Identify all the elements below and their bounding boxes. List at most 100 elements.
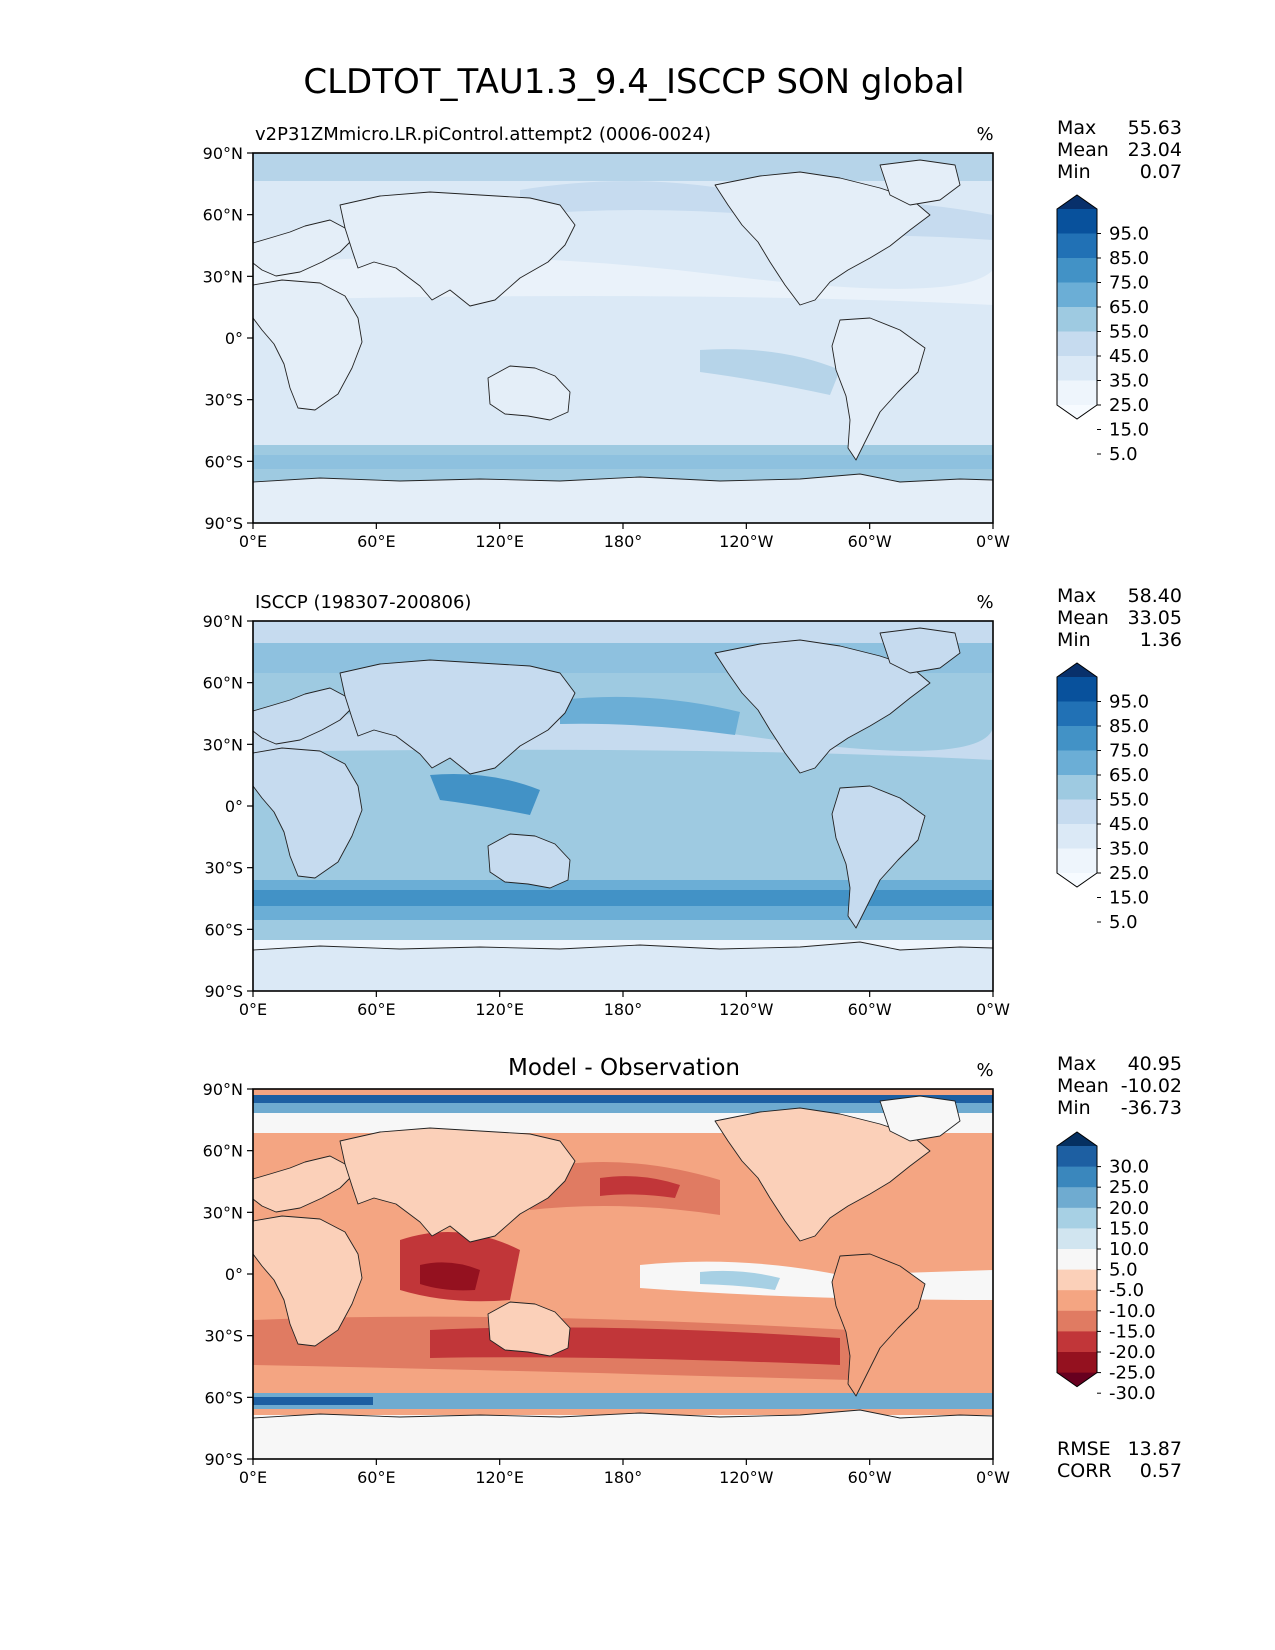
colorbar-segment — [1057, 848, 1097, 874]
colorbar-tick-label: -25.0 — [1109, 1363, 1156, 1384]
colorbar-segment — [1057, 331, 1097, 357]
colorbar-segment — [1057, 1290, 1097, 1312]
lon-tick-label: 0°W — [976, 1468, 1010, 1487]
warm-pool-high-cloud — [430, 774, 540, 815]
lat-tick-label: 30°N — [203, 735, 243, 754]
lon-tick-label: 120°E — [475, 1000, 524, 1019]
colorbar-segment — [1057, 282, 1097, 308]
lon-tick-label: 60°W — [848, 532, 892, 551]
colorbar-tick-label: 85.0 — [1109, 716, 1149, 737]
lat-tick-label: 30°S — [204, 1327, 243, 1346]
colorbar-tick-label: 25.0 — [1109, 1177, 1149, 1198]
coastline-south-america — [831, 317, 926, 461]
panel-subtitle: ISCCP (198307-200806) — [255, 592, 471, 613]
coastline-north-america — [714, 1107, 931, 1242]
colorbar-tick-label: 95.0 — [1109, 692, 1149, 713]
colorbar-extend-max — [1057, 195, 1097, 209]
arctic-band — [253, 621, 993, 643]
arctic-band — [253, 153, 993, 181]
coastline-greenland — [879, 627, 961, 674]
coastline-south-america — [831, 785, 926, 929]
map-axes: 0°E 60°E 120°E 180° 120°W 60°W 0°W 90°N 60°N 30°N… — [203, 144, 1011, 551]
colorbar-tick-label: -30.0 — [1109, 1383, 1156, 1404]
coastline-asia — [339, 659, 576, 775]
lat-tick-label: 30°N — [203, 1203, 243, 1222]
southern-ocean-core — [253, 890, 993, 906]
stat-min-label: Min — [1057, 1097, 1091, 1119]
colorbar-segment — [1057, 775, 1097, 800]
stat-max-label: Max — [1057, 585, 1096, 607]
stat-mean-label: Mean — [1057, 607, 1109, 629]
coastline-australia — [487, 365, 571, 421]
colorbar-segment — [1057, 233, 1097, 259]
panel-model: v2P31ZMmicro.LR.piControl.attempt2 (0006… — [252, 117, 1182, 524]
colorbar-tick-label: 45.0 — [1109, 346, 1149, 367]
colorbar-segment — [1057, 1146, 1097, 1168]
stat-min-label: Min — [1057, 161, 1091, 183]
colorbar-tick-label: 10.0 — [1109, 1239, 1149, 1260]
units-label: % — [976, 1060, 993, 1081]
coastline-australia — [487, 833, 571, 889]
stat-max-value: 55.63 — [1128, 117, 1182, 139]
map-axes: 0°E 60°E 120°E 180° 120°W 60°W 0°W 90°N 60°N 30°N… — [203, 1080, 1011, 1487]
lon-tick-label: 120°W — [719, 1000, 774, 1019]
colorbar-segment — [1057, 750, 1097, 776]
colorbar-segment — [1057, 1331, 1097, 1353]
colorbar-tick-label: 55.0 — [1109, 790, 1149, 811]
coastline-asia — [339, 1127, 576, 1243]
panel-title: Model - Observation — [508, 1055, 740, 1081]
colorbar-tick-label: -20.0 — [1109, 1342, 1156, 1363]
colorbar-extend-min — [1057, 405, 1097, 419]
coastline-antarctica — [253, 1409, 993, 1459]
east-pacific-stratocumulus — [700, 349, 840, 395]
rmse-label: RMSE — [1057, 1438, 1111, 1460]
colorbar-tick-label: 15.0 — [1109, 1218, 1149, 1239]
colorbar-segment — [1057, 380, 1097, 406]
lon-tick-label: 60°E — [357, 532, 395, 551]
lat-tick-label: 30°N — [203, 267, 243, 286]
colorbar-segment — [1057, 1269, 1097, 1291]
lon-tick-label: 180° — [604, 1000, 643, 1019]
lon-tick-label: 0°W — [976, 1000, 1010, 1019]
lat-tick-label: 60°N — [203, 206, 243, 225]
colorbar-tick-label: 85.0 — [1109, 248, 1149, 269]
colorbar-extend-max — [1057, 1132, 1097, 1146]
lat-tick-label: 0° — [225, 797, 243, 816]
colorbar-tick-label: -10.0 — [1109, 1301, 1156, 1322]
stat-min-value: -36.73 — [1121, 1097, 1182, 1119]
lat-tick-label: 90°S — [204, 1450, 243, 1469]
lat-tick-label: 90°S — [204, 982, 243, 1001]
arctic-positive-band — [253, 1095, 993, 1103]
lat-tick-label: 90°S — [204, 514, 243, 533]
southern-ocean-positive-core — [253, 1397, 373, 1405]
stat-mean-label: Mean — [1057, 139, 1109, 161]
colorbar-segment — [1057, 1228, 1097, 1250]
corr-value: 0.57 — [1140, 1460, 1182, 1482]
stat-max-value: 40.95 — [1128, 1053, 1182, 1075]
north-pacific-core — [600, 1176, 680, 1198]
rmse-value: 13.87 — [1128, 1438, 1182, 1460]
colorbar-tick-label: 15.0 — [1109, 888, 1149, 909]
colorbar-extend-min — [1057, 873, 1097, 887]
colorbar-segment — [1057, 1249, 1097, 1271]
north-pacific-high-cloud — [520, 181, 760, 215]
colorbar-tick-label: 5.0 — [1109, 912, 1138, 933]
colorbar-segment — [1057, 1310, 1097, 1332]
coastline-north-america — [714, 171, 931, 306]
stat-mean-label: Mean — [1057, 1075, 1109, 1097]
colorbar-tick-label: 30.0 — [1109, 1157, 1149, 1178]
lon-tick-label: 120°E — [475, 1468, 524, 1487]
lon-tick-label: 180° — [604, 532, 643, 551]
continents — [253, 1095, 993, 1459]
colorbar-segment — [1057, 1207, 1097, 1229]
lon-tick-label: 60°W — [848, 1468, 892, 1487]
skill-scores: RMSE 13.87 CORR 0.57 — [1057, 1438, 1182, 1482]
lat-tick-label: 90°N — [203, 612, 243, 631]
colorbar-segment — [1057, 356, 1097, 381]
lat-tick-label: 60°S — [204, 1388, 243, 1407]
stat-min-label: Min — [1057, 629, 1091, 651]
stat-max-label: Max — [1057, 1053, 1096, 1075]
colorbar-tick-label: 75.0 — [1109, 273, 1149, 294]
continents — [253, 159, 993, 523]
coastline-africa — [253, 1215, 363, 1347]
